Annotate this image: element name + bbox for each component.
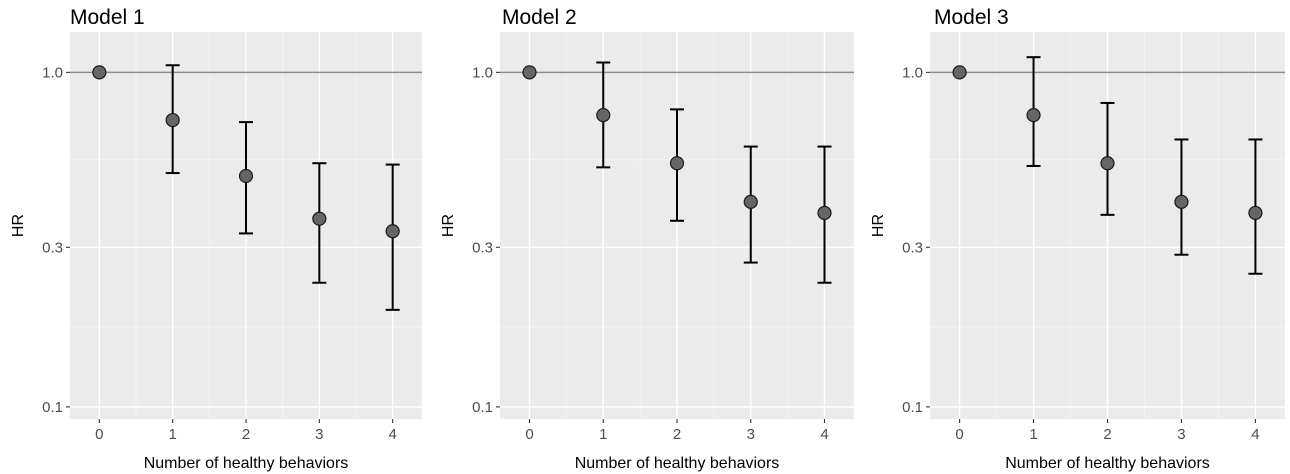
y-tick-label: 0.3 xyxy=(902,239,923,256)
x-tick-label: 2 xyxy=(1103,426,1111,443)
y-axis-title: HR xyxy=(440,214,457,237)
y-tick-label: 0.3 xyxy=(472,239,493,256)
x-axis-title: Number of healthy behaviors xyxy=(144,455,349,472)
y-tick-label: 0.1 xyxy=(902,399,923,416)
x-tick-label: 0 xyxy=(955,426,963,443)
panel-model-2: 0 1 2 3 4 0.1 0.3 1.0 Model 2 Number of healthy b… xyxy=(440,6,854,472)
x-tick-label: 0 xyxy=(525,426,533,443)
panel-model-1: 0 1 2 3 4 0.1 0.3 1.0 Model 1 Number of healthy b… xyxy=(10,6,422,472)
x-tick-label: 4 xyxy=(1251,426,1259,443)
x-tick-label: 3 xyxy=(1177,426,1185,443)
x-tick-label: 1 xyxy=(1029,426,1037,443)
panel-title: Model 2 xyxy=(502,6,577,29)
data-point xyxy=(596,108,611,123)
data-point xyxy=(669,156,685,171)
x-tick-label: 3 xyxy=(747,426,755,443)
y-tick-label: 0.1 xyxy=(42,399,63,416)
data-point xyxy=(952,65,967,80)
data-point xyxy=(1248,205,1263,221)
data-point xyxy=(238,168,254,184)
data-point xyxy=(1100,156,1115,171)
y-tick-label: 1.0 xyxy=(902,64,923,81)
x-tick-label: 4 xyxy=(820,426,828,443)
data-point xyxy=(312,211,327,226)
data-point xyxy=(92,65,107,80)
y-axis-title: HR xyxy=(870,214,887,237)
x-tick-label: 3 xyxy=(315,426,323,443)
x-tick-label: 2 xyxy=(242,426,250,443)
panel-title: Model 1 xyxy=(70,6,145,29)
y-axis-title: HR xyxy=(10,214,27,237)
data-point xyxy=(522,65,537,80)
data-point xyxy=(165,112,180,128)
panel-model-3: 0 1 2 3 4 0.1 0.3 1.0 Model 3 Number of healthy b… xyxy=(870,6,1285,472)
x-axis-title: Number of healthy behaviors xyxy=(1005,455,1210,472)
x-tick-label: 2 xyxy=(673,426,681,443)
x-tick-label: 4 xyxy=(388,426,396,443)
x-tick-label: 0 xyxy=(95,426,103,443)
x-tick-label: 1 xyxy=(168,426,176,443)
y-tick-label: 1.0 xyxy=(42,64,63,81)
y-tick-label: 1.0 xyxy=(472,64,493,81)
data-point xyxy=(817,205,832,221)
x-axis-title: Number of healthy behaviors xyxy=(575,455,780,472)
y-tick-label: 0.1 xyxy=(472,399,493,416)
data-point xyxy=(1026,108,1041,123)
data-point xyxy=(385,224,400,239)
data-point xyxy=(743,194,758,209)
y-tick-label: 0.3 xyxy=(42,239,63,256)
panel-title: Model 3 xyxy=(934,6,1009,29)
x-tick-label: 1 xyxy=(599,426,607,443)
data-point xyxy=(1174,194,1189,209)
